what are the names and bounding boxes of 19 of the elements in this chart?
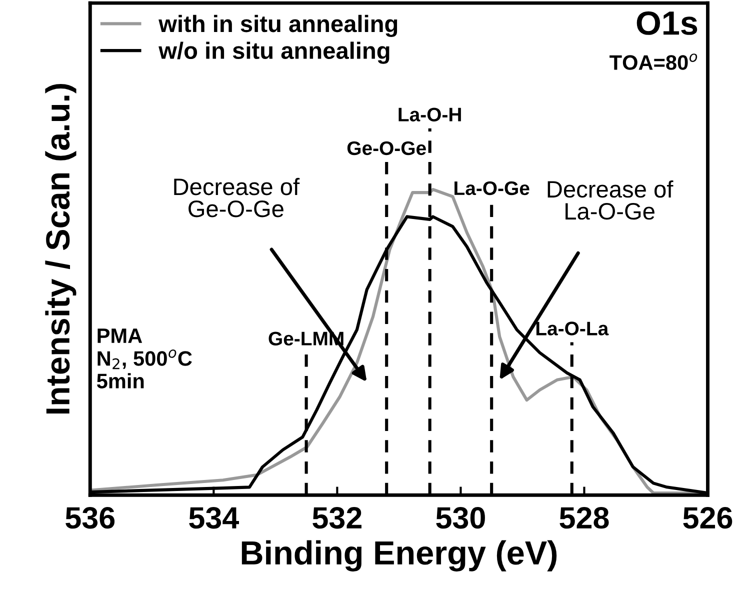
annotation: Decrease of Ge-O-Ge: [174, 178, 300, 218]
x-axis-title: Binding Energy (eV): [242, 540, 557, 572]
text: PMA N$_{2}$, 500$^{o}$C 5min: [96, 328, 192, 388]
ref-line-label: Ge-O-Ge: [347, 141, 426, 156]
x-tick-label: 528: [560, 507, 609, 529]
legend-label: w/o in situ annealing: [158, 42, 390, 64]
text: TOA=80$^{o}$: [610, 54, 698, 70]
ref-line-label: La-O-Ge: [454, 181, 530, 196]
ref-line-label: La-O-H: [398, 108, 461, 122]
x-tick-label: 536: [66, 507, 115, 529]
x-tick-label: 532: [312, 507, 362, 529]
ref-line-label: La-O-La: [536, 322, 609, 336]
annotation: Decrease of La-O-Ge: [548, 180, 674, 220]
text: O1s: [636, 11, 698, 35]
x-tick-label: 530: [436, 507, 485, 529]
y-axis-title: Intensity / Scan (a.u.): [45, 84, 76, 414]
x-tick-label: 526: [683, 507, 732, 529]
legend-label: with in situ annealing: [158, 14, 398, 37]
x-tick-label: 534: [189, 507, 239, 529]
